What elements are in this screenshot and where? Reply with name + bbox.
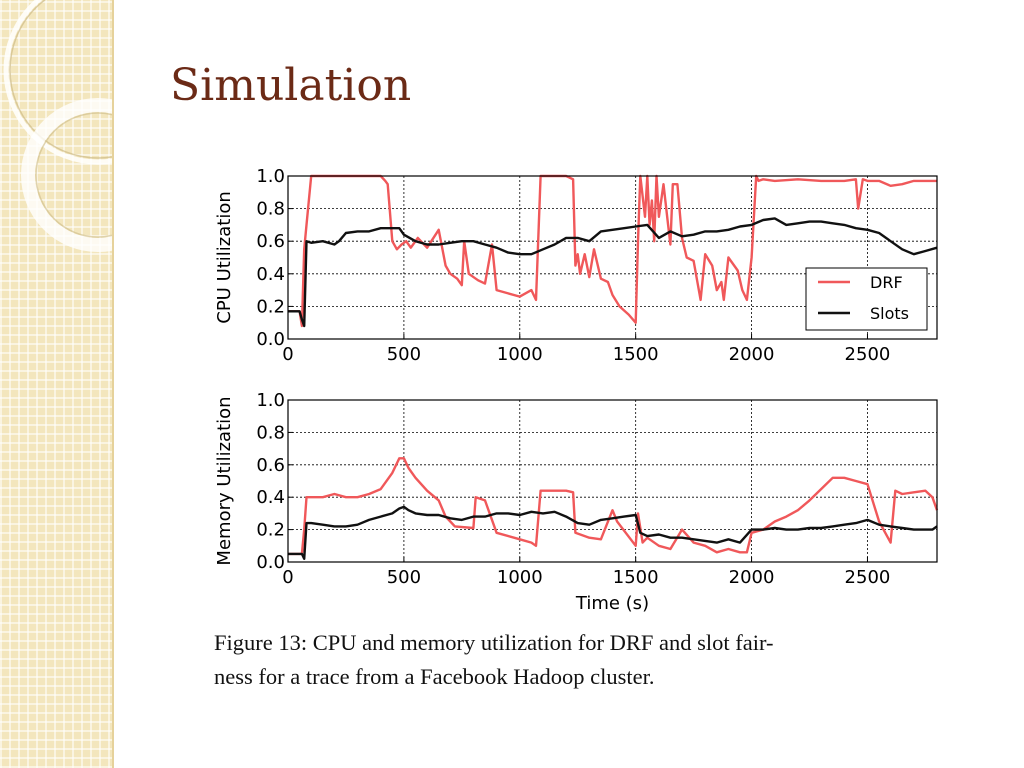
memory-ytick-label: 0.8 (256, 422, 285, 443)
cpu-xtick-label: 2000 (729, 344, 775, 365)
memory-ytick-label: 0.4 (256, 487, 285, 508)
memory-y-axis-label: Memory Utilization (214, 396, 235, 565)
cpu-ytick-label: 0.8 (256, 199, 285, 220)
cpu-xtick-label: 1000 (497, 344, 543, 365)
cpu-ytick-label: 1.0 (256, 166, 285, 187)
figure-caption: Figure 13: CPU and memory utilization fo… (214, 626, 954, 694)
cpu-ytick-label: 0.2 (256, 296, 285, 317)
memory-utilization-plot: 0 500 1000 1500 2000 2500 0.0 0.2 0.4 0.6 0.8 1.0 Me… (214, 390, 939, 614)
caption-line-1: Figure 13: CPU and memory utilization fo… (214, 630, 774, 655)
legend-label-slots: Slots (870, 304, 909, 323)
memory-plot-frame (287, 399, 938, 563)
memory-xtick-label: 2500 (845, 567, 891, 588)
memory-xtick-label: 1500 (613, 567, 659, 588)
cpu-ytick-label: 0.6 (256, 231, 285, 252)
memory-xtick-label: 2000 (729, 567, 775, 588)
memory-ytick-label: 0.2 (256, 520, 285, 541)
cpu-plot-frame (287, 175, 938, 340)
memory-ytick-label: 0.0 (256, 552, 285, 573)
cpu-ytick-label: 0.0 (256, 329, 285, 350)
memory-x-axis-label: Time (s) (575, 593, 649, 614)
decorative-left-band (0, 0, 114, 768)
slide-title: Simulation (170, 60, 412, 111)
cpu-xtick-label: 1500 (613, 344, 659, 365)
cpu-y-axis-label: CPU Utilization (214, 191, 235, 324)
cpu-ytick-label: 0.4 (256, 264, 285, 285)
memory-xtick-label: 0 (282, 567, 293, 588)
cpu-series-slots (288, 217, 938, 328)
legend-label-drf: DRF (870, 273, 903, 292)
figure: 0 500 1000 1500 2000 2500 0.0 0.2 0.4 0.6 0.8 1.0 CP… (214, 166, 939, 614)
cpu-xtick-label: 0 (282, 344, 293, 365)
caption-line-2: ness for a trace from a Facebook Hadoop … (214, 664, 655, 689)
memory-xtick-label: 1000 (497, 567, 543, 588)
cpu-xtick-label: 2500 (845, 344, 891, 365)
memory-ytick-label: 1.0 (256, 390, 285, 411)
memory-ytick-label: 0.6 (256, 455, 285, 476)
legend: DRF Slots (805, 267, 928, 331)
cpu-xtick-label: 500 (387, 344, 421, 365)
memory-series-slots (288, 505, 938, 560)
memory-series-drf (288, 457, 939, 556)
cpu-utilization-plot: 0 500 1000 1500 2000 2500 0.0 0.2 0.4 0.6 0.8 1.0 CP… (214, 166, 938, 365)
decorative-rings-graphic (3, 0, 112, 252)
legend-box (805, 267, 928, 331)
memory-xtick-label: 500 (387, 567, 421, 588)
